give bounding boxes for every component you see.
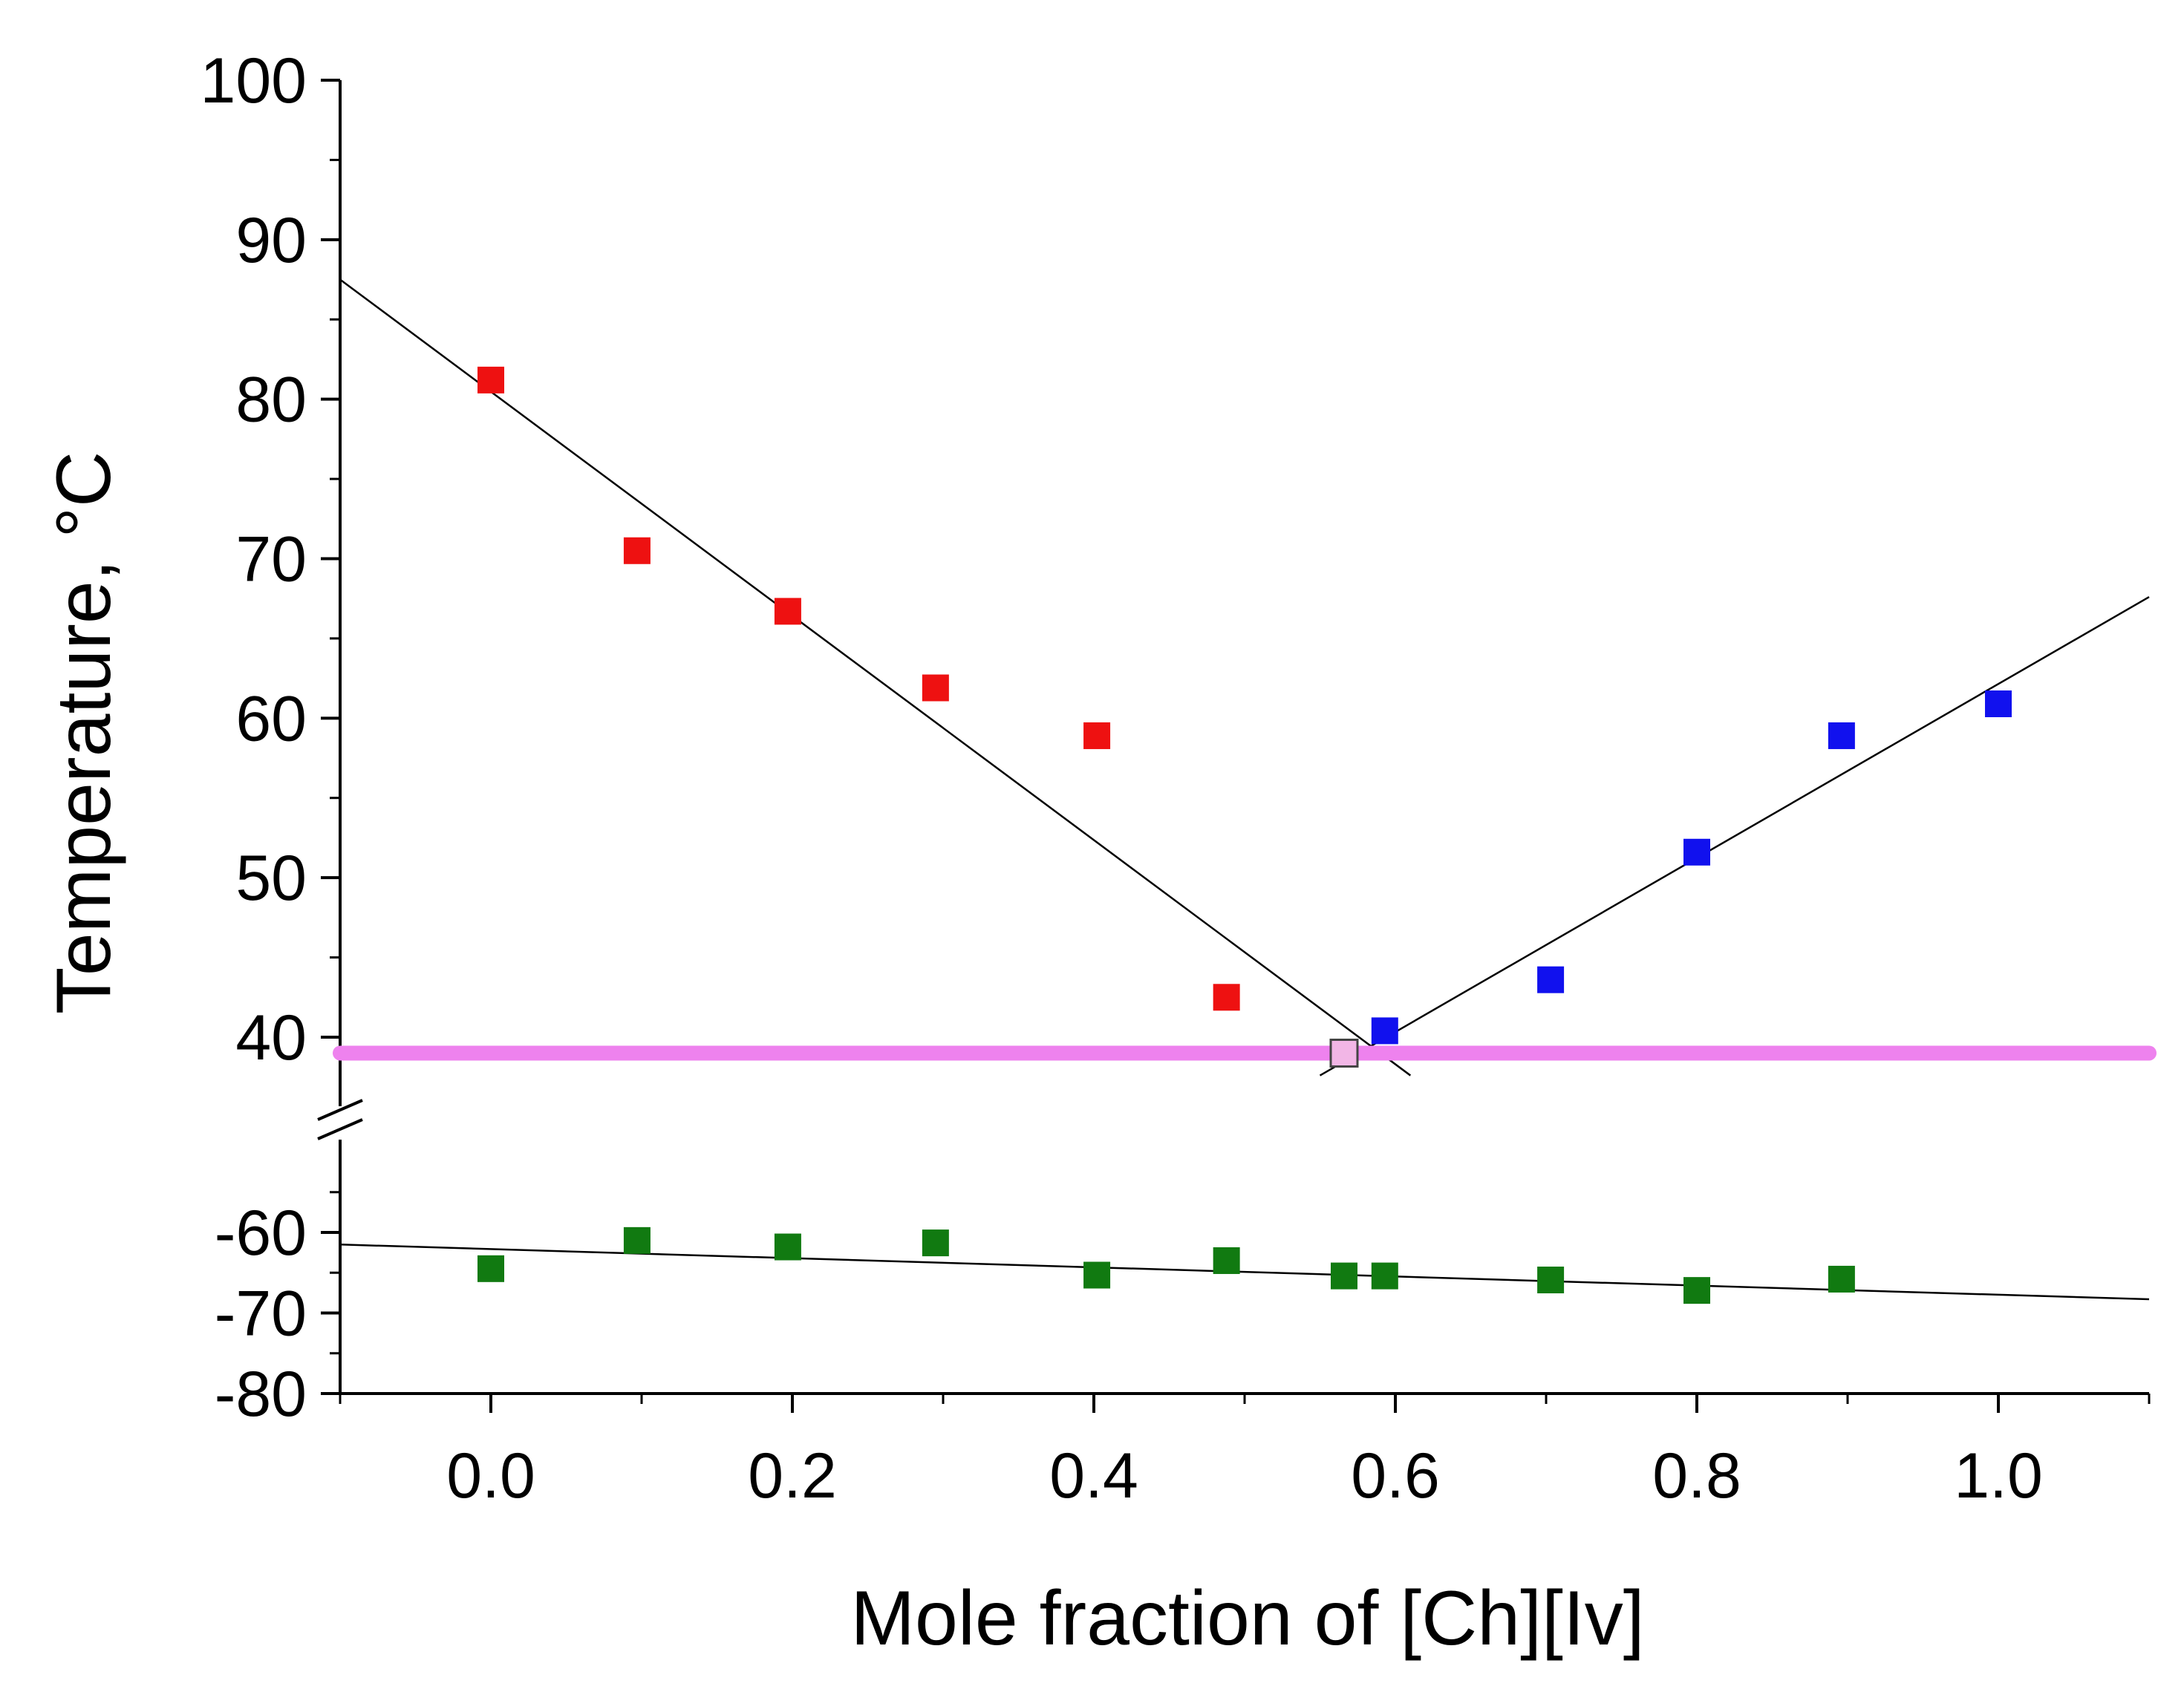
y-tick-label: 90 [235, 205, 307, 276]
red-point-marker [1083, 722, 1111, 749]
green-point-marker [623, 1226, 651, 1254]
fit-line [1319, 595, 2150, 1077]
y-axis-title: Temperature, °C [41, 451, 127, 1014]
y-tick-label: 60 [235, 683, 307, 754]
axis-break-mark [317, 1118, 363, 1140]
green-point-marker [774, 1233, 801, 1261]
red-point-marker [922, 674, 949, 702]
axes [317, 79, 2151, 1413]
red-point-marker [1213, 984, 1240, 1011]
blue-point-marker [1828, 722, 1855, 749]
y-tick-label: -70 [215, 1278, 307, 1350]
y-tick-label: 40 [235, 1002, 307, 1074]
green-point-marker [922, 1229, 949, 1257]
x-tick-label: 0.8 [1652, 1440, 1741, 1512]
eutectic-point-marker [1329, 1038, 1359, 1068]
green-point-marker [1683, 1277, 1710, 1304]
red-point-marker [477, 366, 504, 393]
x-tick-label: 0.4 [1049, 1440, 1138, 1512]
fit-lines [339, 278, 2150, 1301]
blue-point-marker [1985, 690, 2012, 717]
x-tick-label: 0.2 [748, 1440, 837, 1512]
x-axis-title: Mole fraction of [Ch][Iv] [850, 1575, 1644, 1662]
blue-point-marker [1371, 1017, 1398, 1045]
y-tick-label: -60 [215, 1198, 307, 1269]
y-tick-label: -80 [215, 1359, 307, 1430]
x-tick-label: 0.0 [446, 1440, 535, 1512]
fit-line [339, 278, 1412, 1077]
red-point-marker [774, 598, 801, 625]
x-tick-label: 1.0 [1954, 1440, 2043, 1512]
y-tick-label: 80 [235, 365, 307, 436]
fit-line [339, 1244, 2150, 1301]
blue-point-marker [1683, 838, 1710, 866]
green-point-marker [1537, 1267, 1565, 1294]
axis-break-mark [317, 1099, 363, 1121]
y-tick-label: 100 [201, 45, 307, 117]
y-tick-label: 50 [235, 843, 307, 914]
x-tick-label: 0.6 [1351, 1440, 1440, 1512]
y-tick-label: 70 [235, 524, 307, 595]
tick-labels: 40 50 60 70 80 90 100 -60 -70 -80 0.0 0.2 0.4 0.6 0.8 1… [201, 45, 2043, 1512]
green-point-marker [1213, 1247, 1240, 1274]
green-point-marker [1330, 1262, 1357, 1290]
green-point-marker [477, 1255, 504, 1282]
green-point-marker [1083, 1261, 1111, 1289]
data-points [477, 366, 2012, 1304]
blue-point-marker [1537, 966, 1565, 993]
red-point-marker [623, 537, 651, 564]
green-point-marker [1828, 1265, 1855, 1293]
green-point-marker [1371, 1262, 1398, 1290]
